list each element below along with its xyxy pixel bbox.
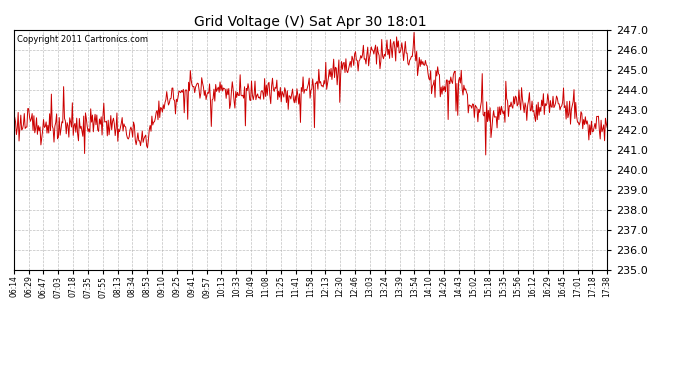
Title: Grid Voltage (V) Sat Apr 30 18:01: Grid Voltage (V) Sat Apr 30 18:01 xyxy=(194,15,427,29)
Text: Copyright 2011 Cartronics.com: Copyright 2011 Cartronics.com xyxy=(17,35,148,44)
